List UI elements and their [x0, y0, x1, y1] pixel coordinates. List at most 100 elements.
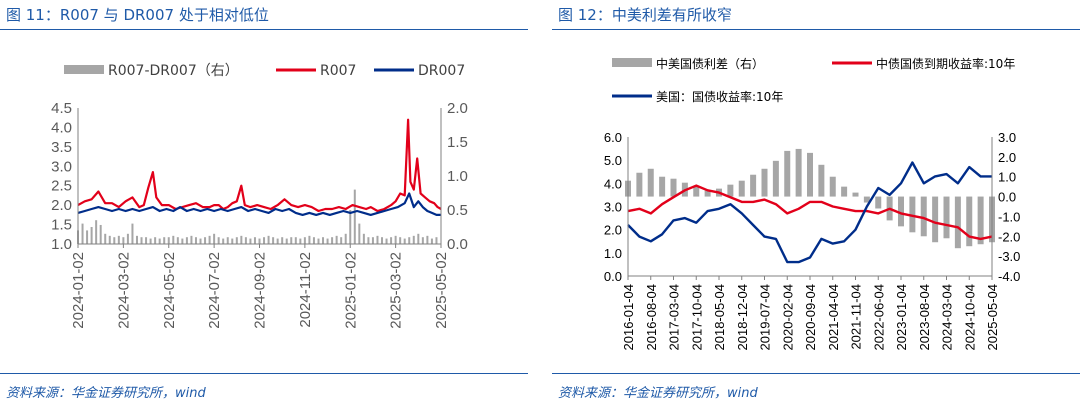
series-line [627, 161, 992, 264]
spread-area-bar [943, 196, 950, 239]
spread-area-bar [954, 196, 961, 249]
left-title-rule [0, 29, 528, 30]
left-chart: 4.54.03.53.02.52.01.51.02.01.51.00.50.02… [51, 63, 468, 329]
spread-bar [158, 238, 161, 244]
spread-bar [417, 233, 420, 244]
spread-bar [149, 238, 152, 244]
spread-bar [81, 223, 84, 244]
y-left-tick-label: 2.5 [51, 178, 72, 195]
spread-bar [249, 238, 252, 244]
x-tick-label: 2024-07-02 [206, 252, 223, 329]
y-right-tick-label: 0.0 [998, 190, 1016, 205]
x-tick-label: 2025-05-02 [433, 252, 450, 329]
spread-bar [335, 235, 338, 244]
spread-bar [194, 237, 197, 244]
x-tick-label: 2018-12-04 [735, 284, 750, 351]
y-right-tick-label: 3.0 [998, 130, 1016, 145]
spread-bar [272, 237, 275, 244]
x-tick-label: 2023-08-04 [917, 284, 932, 351]
spread-bar [190, 235, 193, 244]
x-tick-label: 2024-11-02 [297, 252, 314, 328]
spread-bar [208, 235, 211, 244]
spread-area-bar [738, 180, 745, 197]
legend-label: 中美国债利差（右） [656, 56, 764, 71]
spread-area-bar [795, 148, 802, 197]
y-right-tick-label: 1.0 [998, 170, 1016, 185]
spread-bar [403, 238, 406, 244]
x-tick-label: 2025-03-02 [388, 252, 405, 329]
spread-bar [140, 237, 143, 244]
spread-bar [163, 237, 166, 244]
spread-bar [312, 237, 315, 244]
spread-bar [385, 238, 388, 244]
spread-bar [181, 238, 184, 244]
spread-bar [349, 210, 352, 244]
spread-area-bar [807, 152, 813, 197]
x-tick-label: 2023-01-04 [894, 284, 909, 351]
spread-area-bar [636, 172, 643, 197]
x-tick-label: 2025-05-04 [985, 284, 1000, 351]
y-right-tick-label: 1.0 [447, 168, 468, 185]
spread-bar [235, 237, 238, 244]
spread-bar [267, 235, 270, 244]
spread-area-bar [693, 186, 700, 197]
spread-bar [303, 237, 306, 244]
spread-bar [185, 237, 188, 244]
spread-bar [353, 189, 356, 244]
spread-bar [308, 235, 311, 244]
legend-label: 美国：国债收益率:10年 [656, 89, 783, 104]
spread-bar [135, 235, 138, 244]
x-tick-label: 2017-10-04 [689, 284, 704, 351]
spread-bar [317, 238, 320, 244]
spread-bar [167, 237, 170, 244]
spread-bar [240, 235, 243, 244]
y-left-tick-label: 0.0 [604, 269, 622, 284]
spread-area-bar [875, 196, 882, 209]
y-left-tick-label: 2.0 [51, 197, 72, 214]
y-left-tick-label: 4.0 [604, 176, 622, 191]
spread-bar [217, 237, 220, 244]
spread-bar [131, 223, 134, 244]
spread-bar [394, 235, 397, 244]
spread-bar [172, 235, 175, 244]
y-right-tick-label: 2.0 [998, 150, 1016, 165]
spread-bar [358, 223, 361, 244]
x-tick-label: 2024-01-02 [70, 252, 87, 329]
spread-area-bar [784, 150, 791, 197]
spread-bar [421, 237, 424, 244]
spread-bar [331, 237, 334, 244]
spread-bar [344, 233, 347, 244]
legend-label: R007-DR007（右） [108, 63, 239, 79]
x-tick-label: 2024-10-04 [962, 284, 977, 351]
x-tick-label: 2021-11-04 [849, 284, 864, 350]
y-right-tick-label: 2.0 [447, 100, 468, 117]
x-tick-label: 2016-08-04 [644, 284, 659, 351]
legend-swatch [612, 58, 652, 67]
x-tick-label: 2017-03-04 [667, 284, 682, 351]
legend-label: 中债国债到期收益率:10年 [876, 56, 1015, 71]
spread-bar [376, 235, 379, 244]
spread-bar [86, 230, 89, 244]
spread-bar [226, 237, 229, 244]
y-left-tick-label: 3.0 [604, 200, 622, 215]
spread-area-bar [772, 160, 779, 197]
x-tick-label: 2024-03-04 [940, 284, 955, 351]
spread-bar [258, 238, 261, 244]
spread-area-bar [647, 168, 654, 197]
spread-bar [90, 227, 93, 244]
spread-area-bar [920, 196, 927, 237]
spread-bar [95, 220, 98, 244]
spread-area-bar [841, 186, 848, 197]
spread-bar [113, 237, 116, 244]
series-line [77, 192, 441, 216]
x-tick-label: 2018-05-04 [712, 284, 727, 351]
right-chart-title: 图 12：中美利差有所收窄 [558, 6, 732, 24]
spread-bar [204, 237, 207, 244]
x-tick-label: 2025-01-02 [342, 252, 359, 329]
spread-area-bar [829, 176, 836, 197]
y-left-tick-label: 1.0 [51, 236, 72, 253]
spread-area-bar [932, 196, 939, 243]
spread-bar [108, 235, 111, 244]
left-source-note: 资料来源：华金证券研究所，wind [6, 386, 206, 401]
right-source-note: 资料来源：华金证券研究所，wind [558, 386, 758, 401]
